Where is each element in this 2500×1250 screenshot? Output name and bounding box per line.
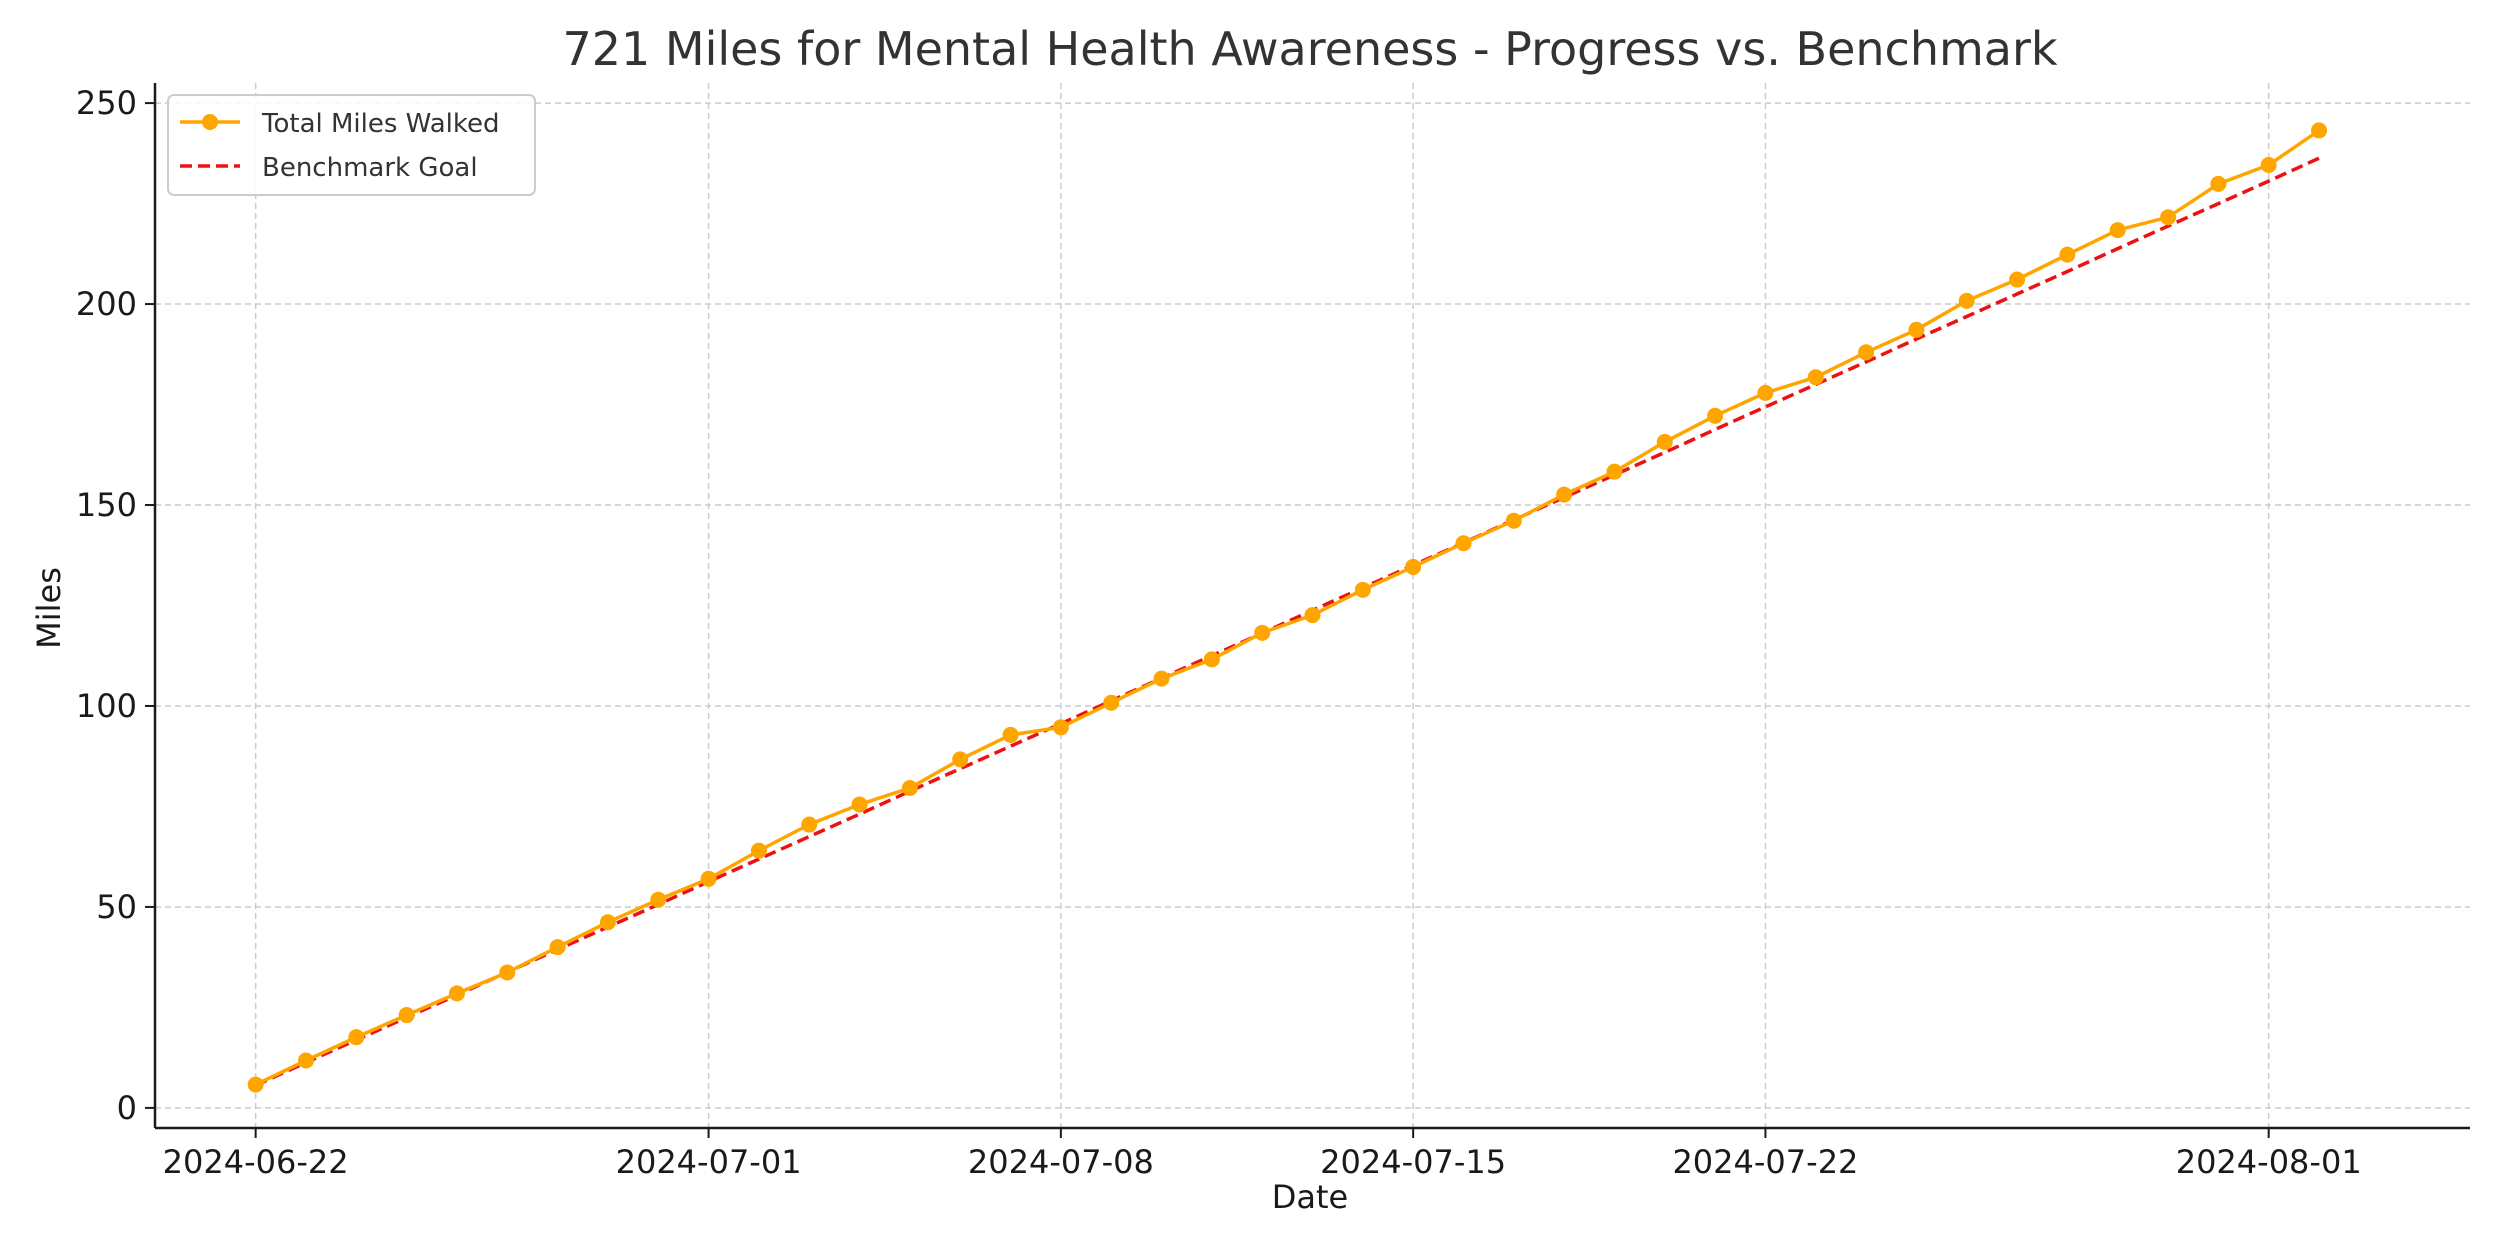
actual-miles-point xyxy=(2109,222,2126,239)
actual-miles-point xyxy=(1153,670,1170,687)
actual-miles-point xyxy=(650,891,667,908)
y-tick-label: 250 xyxy=(76,84,137,122)
actual-miles-point xyxy=(247,1076,264,1093)
actual-miles-point xyxy=(1606,463,1623,480)
actual-miles-point xyxy=(1958,292,1975,309)
actual-miles-point xyxy=(1807,369,1824,386)
x-ticks: 2024-06-22 2024-07-01 2024-07-08 2024-07-15… xyxy=(163,1128,2362,1181)
x-tick-label: 2024-07-08 xyxy=(968,1143,1154,1181)
actual-miles-point xyxy=(801,816,818,833)
actual-miles-point xyxy=(750,842,767,859)
y-tick-label: 0 xyxy=(117,1089,137,1127)
legend: Total Miles Walked Benchmark Goal xyxy=(167,94,536,196)
actual-miles-point xyxy=(1858,344,1875,361)
actual-miles-point xyxy=(1707,407,1724,424)
actual-miles-point xyxy=(2311,122,2328,139)
y-axis-label: Miles xyxy=(30,567,68,649)
grid xyxy=(155,83,2470,1128)
actual-miles-point xyxy=(2260,156,2277,173)
x-tick-label: 2024-07-01 xyxy=(616,1143,802,1181)
y-tick-label: 150 xyxy=(76,486,137,524)
x-tick-label: 2024-07-15 xyxy=(1320,1143,1506,1181)
y-ticks: 0 50 100 150 200 250 xyxy=(76,84,155,1127)
actual-miles-point xyxy=(2059,246,2076,263)
actual-miles-point xyxy=(398,1007,415,1024)
legend-label-actual: Total Miles Walked xyxy=(261,109,500,139)
actual-miles-point xyxy=(499,964,516,981)
actual-miles-point xyxy=(448,985,465,1002)
x-tick-label: 2024-08-01 xyxy=(2176,1143,2362,1181)
actual-miles-point xyxy=(1103,694,1120,711)
legend-box xyxy=(167,94,536,196)
actual-miles-point xyxy=(901,779,918,796)
actual-miles-point xyxy=(1002,726,1019,743)
series-group xyxy=(247,122,2328,1093)
actual-miles-point xyxy=(1052,719,1069,736)
x-tick-label: 2024-07-22 xyxy=(1672,1143,1858,1181)
x-tick-label: 2024-06-22 xyxy=(163,1143,349,1181)
actual-miles-point xyxy=(1354,581,1371,598)
actual-miles-point xyxy=(1455,535,1472,552)
actual-miles-point xyxy=(599,914,616,931)
actual-miles-point xyxy=(952,751,969,768)
actual-miles-point xyxy=(700,870,717,887)
actual-miles-point xyxy=(2210,175,2227,192)
actual-miles-point xyxy=(851,796,868,813)
y-tick-label: 50 xyxy=(96,888,137,926)
chart-title: 721 Miles for Mental Health Awareness - … xyxy=(562,22,2057,76)
x-axis-label: Date xyxy=(1272,1178,1348,1216)
y-tick-label: 100 xyxy=(76,687,137,725)
actual-miles-point xyxy=(1757,384,1774,401)
actual-miles-point xyxy=(348,1029,365,1046)
actual-miles-point xyxy=(1304,607,1321,624)
actual-miles-point xyxy=(1254,624,1271,641)
y-tick-label: 200 xyxy=(76,285,137,323)
legend-label-benchmark: Benchmark Goal xyxy=(262,153,478,183)
actual-miles-line xyxy=(254,128,2320,1087)
actual-miles-point xyxy=(2009,271,2026,288)
actual-miles-point xyxy=(2160,209,2177,226)
actual-miles-point xyxy=(1405,558,1422,575)
actual-miles-point xyxy=(1505,512,1522,529)
actual-miles-point xyxy=(1908,321,1925,338)
actual-miles-point xyxy=(1656,433,1673,450)
legend-swatch-marker-actual xyxy=(202,114,218,130)
actual-miles-point xyxy=(1556,486,1573,503)
actual-miles-point xyxy=(1203,651,1220,668)
actual-miles-point xyxy=(297,1052,314,1069)
actual-miles-point xyxy=(549,939,566,956)
